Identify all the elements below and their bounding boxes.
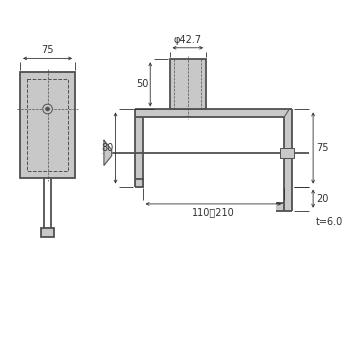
- Text: 80: 80: [102, 143, 114, 153]
- Bar: [135, 179, 145, 187]
- Bar: [135, 110, 292, 117]
- Bar: [275, 203, 292, 211]
- Text: 20: 20: [316, 194, 328, 204]
- Text: φ42.7: φ42.7: [174, 35, 202, 45]
- Bar: [169, 60, 206, 110]
- Bar: [280, 148, 294, 158]
- Text: 75: 75: [316, 143, 329, 153]
- Polygon shape: [104, 140, 112, 165]
- Bar: [284, 110, 292, 211]
- Text: 50: 50: [136, 79, 148, 89]
- Circle shape: [43, 104, 52, 114]
- Text: 75: 75: [41, 46, 54, 56]
- Text: 110～210: 110～210: [192, 207, 235, 217]
- Bar: [27, 79, 68, 171]
- Circle shape: [46, 107, 49, 111]
- Bar: [41, 228, 54, 237]
- Bar: [20, 72, 75, 178]
- Text: t=6.0: t=6.0: [316, 217, 343, 227]
- Bar: [135, 110, 142, 187]
